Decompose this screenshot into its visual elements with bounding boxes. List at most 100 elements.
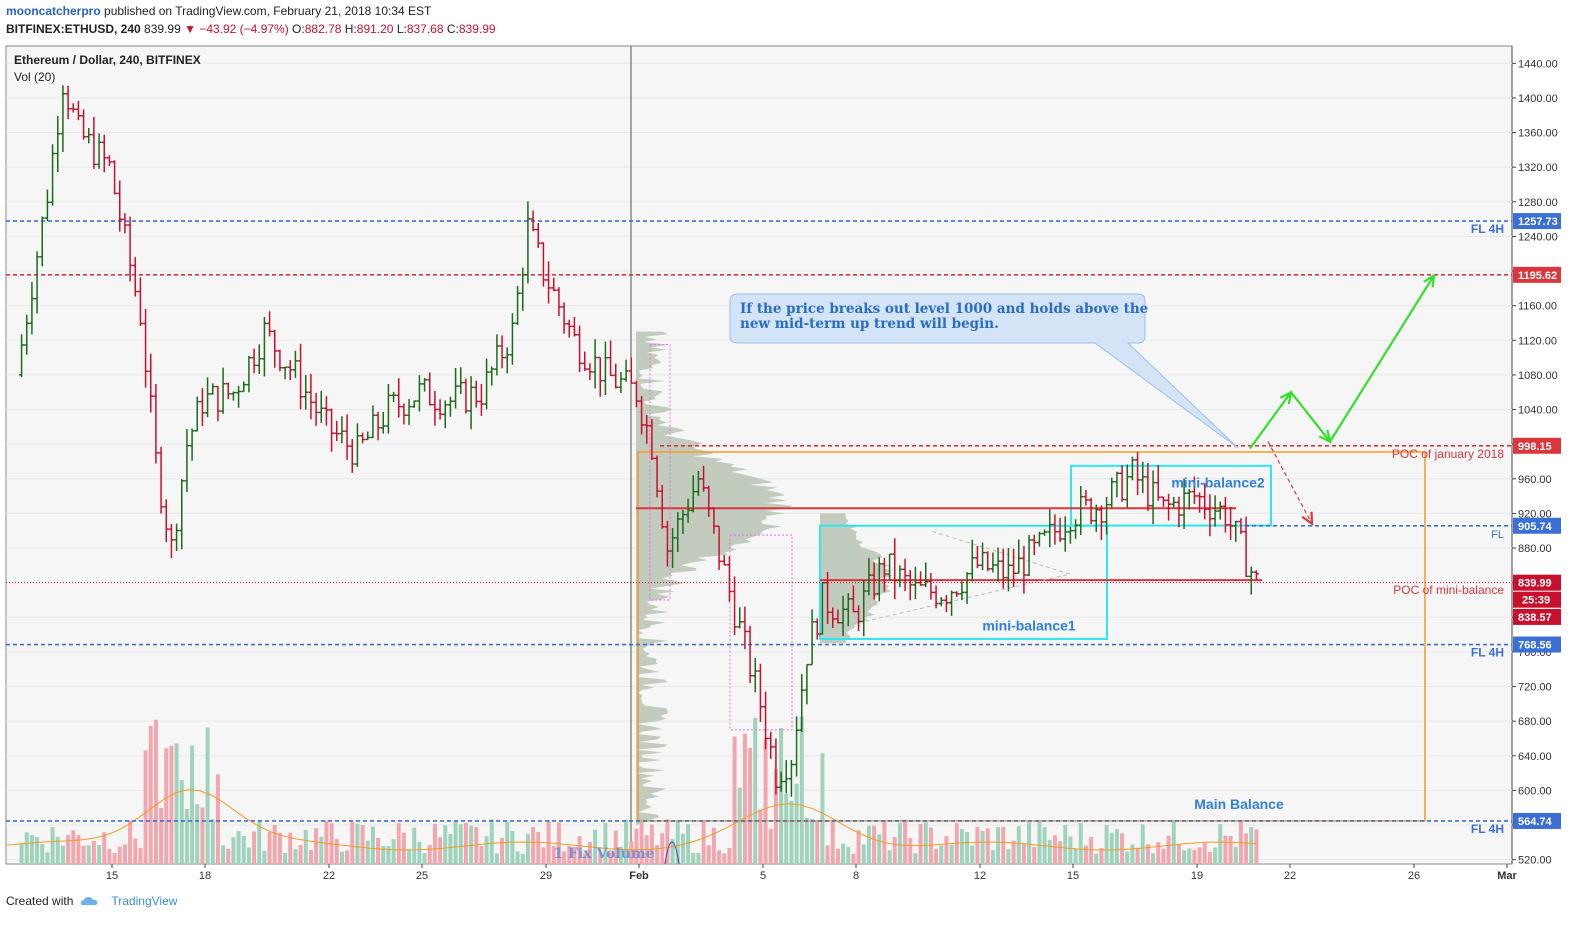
volume-bar — [102, 832, 107, 864]
volume-bar — [1037, 821, 1042, 864]
volume-bar — [138, 847, 143, 864]
volume-bar — [112, 853, 117, 864]
volume-bar — [990, 850, 995, 864]
volume-bar — [314, 828, 319, 864]
mini-balance2-label: mini-balance2 — [1171, 474, 1265, 490]
mini-balance2-box — [1070, 464, 1272, 527]
volume-bar — [1182, 850, 1187, 864]
volume-bar — [24, 832, 29, 864]
volume-bar — [562, 851, 567, 864]
price-chart[interactable]: FL 4H FL 4H FL 4H FL POC of january 2018 POC … — [0, 40, 1580, 886]
plot-area — [5, 45, 1513, 865]
volume-bar — [856, 830, 861, 864]
fl-4h-label-top: FL 4H — [1471, 222, 1504, 236]
volume-bar — [35, 836, 40, 864]
author-link[interactable]: mooncatcherpro — [6, 4, 101, 18]
volume-bar — [303, 829, 308, 864]
close-value: 839.99 — [458, 22, 496, 36]
low-value: 837.68 — [406, 22, 444, 36]
volume-bar — [1011, 840, 1016, 864]
volume-bar — [980, 830, 985, 864]
volume-bar — [629, 841, 634, 864]
volume-bar — [1156, 842, 1161, 864]
volume-bar — [200, 807, 205, 864]
volume-bar — [1109, 833, 1114, 864]
volume-bar — [458, 824, 463, 864]
y-tick-label: 960.00 — [1518, 474, 1552, 486]
levels — [6, 220, 1512, 822]
chart-title: Ethereum / Dollar, 240, BITFINEX — [14, 53, 201, 67]
volume-bar — [877, 834, 882, 864]
volume-bar — [758, 809, 763, 864]
volume-bar — [365, 840, 370, 864]
volume-bar — [179, 779, 184, 864]
fl-4h-label-mid: FL 4H — [1471, 646, 1504, 660]
y-axis: 520.00560.00600.00640.00680.00720.00760.… — [1512, 58, 1561, 867]
volume-bar — [799, 716, 804, 864]
volume-bar — [1089, 837, 1094, 864]
volume-bar — [298, 844, 303, 864]
volume-bar — [221, 845, 226, 864]
callout-shape — [729, 293, 1239, 449]
tradingview-link[interactable]: TradingView — [111, 894, 178, 908]
volume-bar — [215, 774, 220, 864]
volume-bar — [1249, 827, 1254, 864]
y-tick-label: 1040.00 — [1518, 405, 1558, 417]
x-tick-label: 29 — [540, 870, 552, 882]
fix-volume-marker — [664, 841, 680, 865]
volume-bar — [40, 844, 45, 864]
volume-bar — [107, 849, 112, 864]
low-label: L: — [396, 22, 407, 36]
created-with-text: Created with — [6, 894, 74, 908]
x-tick-label: 15 — [1067, 870, 1079, 882]
volume-bar — [443, 825, 448, 864]
volume-bar — [448, 833, 453, 864]
x-tick-label: 22 — [323, 870, 335, 882]
volume-bar — [1244, 833, 1249, 864]
price-tag-label: 1257.73 — [1518, 216, 1558, 228]
x-tick-label: 18 — [199, 870, 211, 882]
volume-bar — [928, 827, 933, 864]
x-tick-label: 8 — [853, 870, 859, 882]
volume-bar — [76, 834, 81, 864]
price-tag-label: 998.15 — [1518, 441, 1552, 453]
volume-bar — [618, 846, 623, 864]
volume-bar — [246, 847, 251, 864]
volume-bar — [556, 822, 561, 864]
volume-bar — [1254, 829, 1259, 864]
price-tag-label: 1195.62 — [1518, 270, 1557, 282]
volume-bar — [484, 836, 489, 864]
symbol-info: BITFINEX:ETHUSD, 240 839.99 ▼ −43.92 (−4… — [6, 22, 496, 36]
volume-bar — [913, 853, 918, 864]
high-label: H: — [344, 22, 357, 36]
volume-bar — [872, 825, 877, 864]
volume-bar — [184, 808, 189, 864]
bullish-arrow-path — [1249, 274, 1435, 450]
price-tag-label: 839.99 — [1518, 578, 1552, 590]
volume-bar — [655, 845, 660, 864]
callout-bubble — [729, 293, 1239, 449]
high-value: 891.20 — [356, 22, 394, 36]
fix-range-box — [649, 344, 671, 601]
volume-bar — [892, 837, 897, 864]
volume-bar — [835, 848, 840, 864]
volume-bar — [773, 769, 778, 864]
price-tag-1195.62 — [1513, 266, 1561, 283]
y-tick-label: 1280.00 — [1518, 197, 1558, 209]
volume-bar — [128, 820, 133, 864]
price-tag-564.74 — [1513, 812, 1561, 829]
volume-bar — [1130, 844, 1135, 864]
volume-bar — [427, 844, 432, 864]
x-tick-label: 12 — [974, 870, 986, 882]
volume-bar — [582, 853, 587, 864]
volume-bar — [820, 753, 825, 864]
volume-bar — [1125, 851, 1130, 864]
y-tick-label: 1320.00 — [1518, 162, 1558, 174]
volume-bar — [195, 804, 200, 864]
volume-bar — [779, 728, 784, 864]
volume-bar — [593, 829, 598, 864]
volume-bar — [117, 846, 122, 864]
volume-bar — [164, 748, 169, 864]
annotation-labels: FL 4H FL 4H FL 4H FL POC of january 2018 POC … — [553, 222, 1504, 862]
volume-bar — [494, 853, 499, 864]
